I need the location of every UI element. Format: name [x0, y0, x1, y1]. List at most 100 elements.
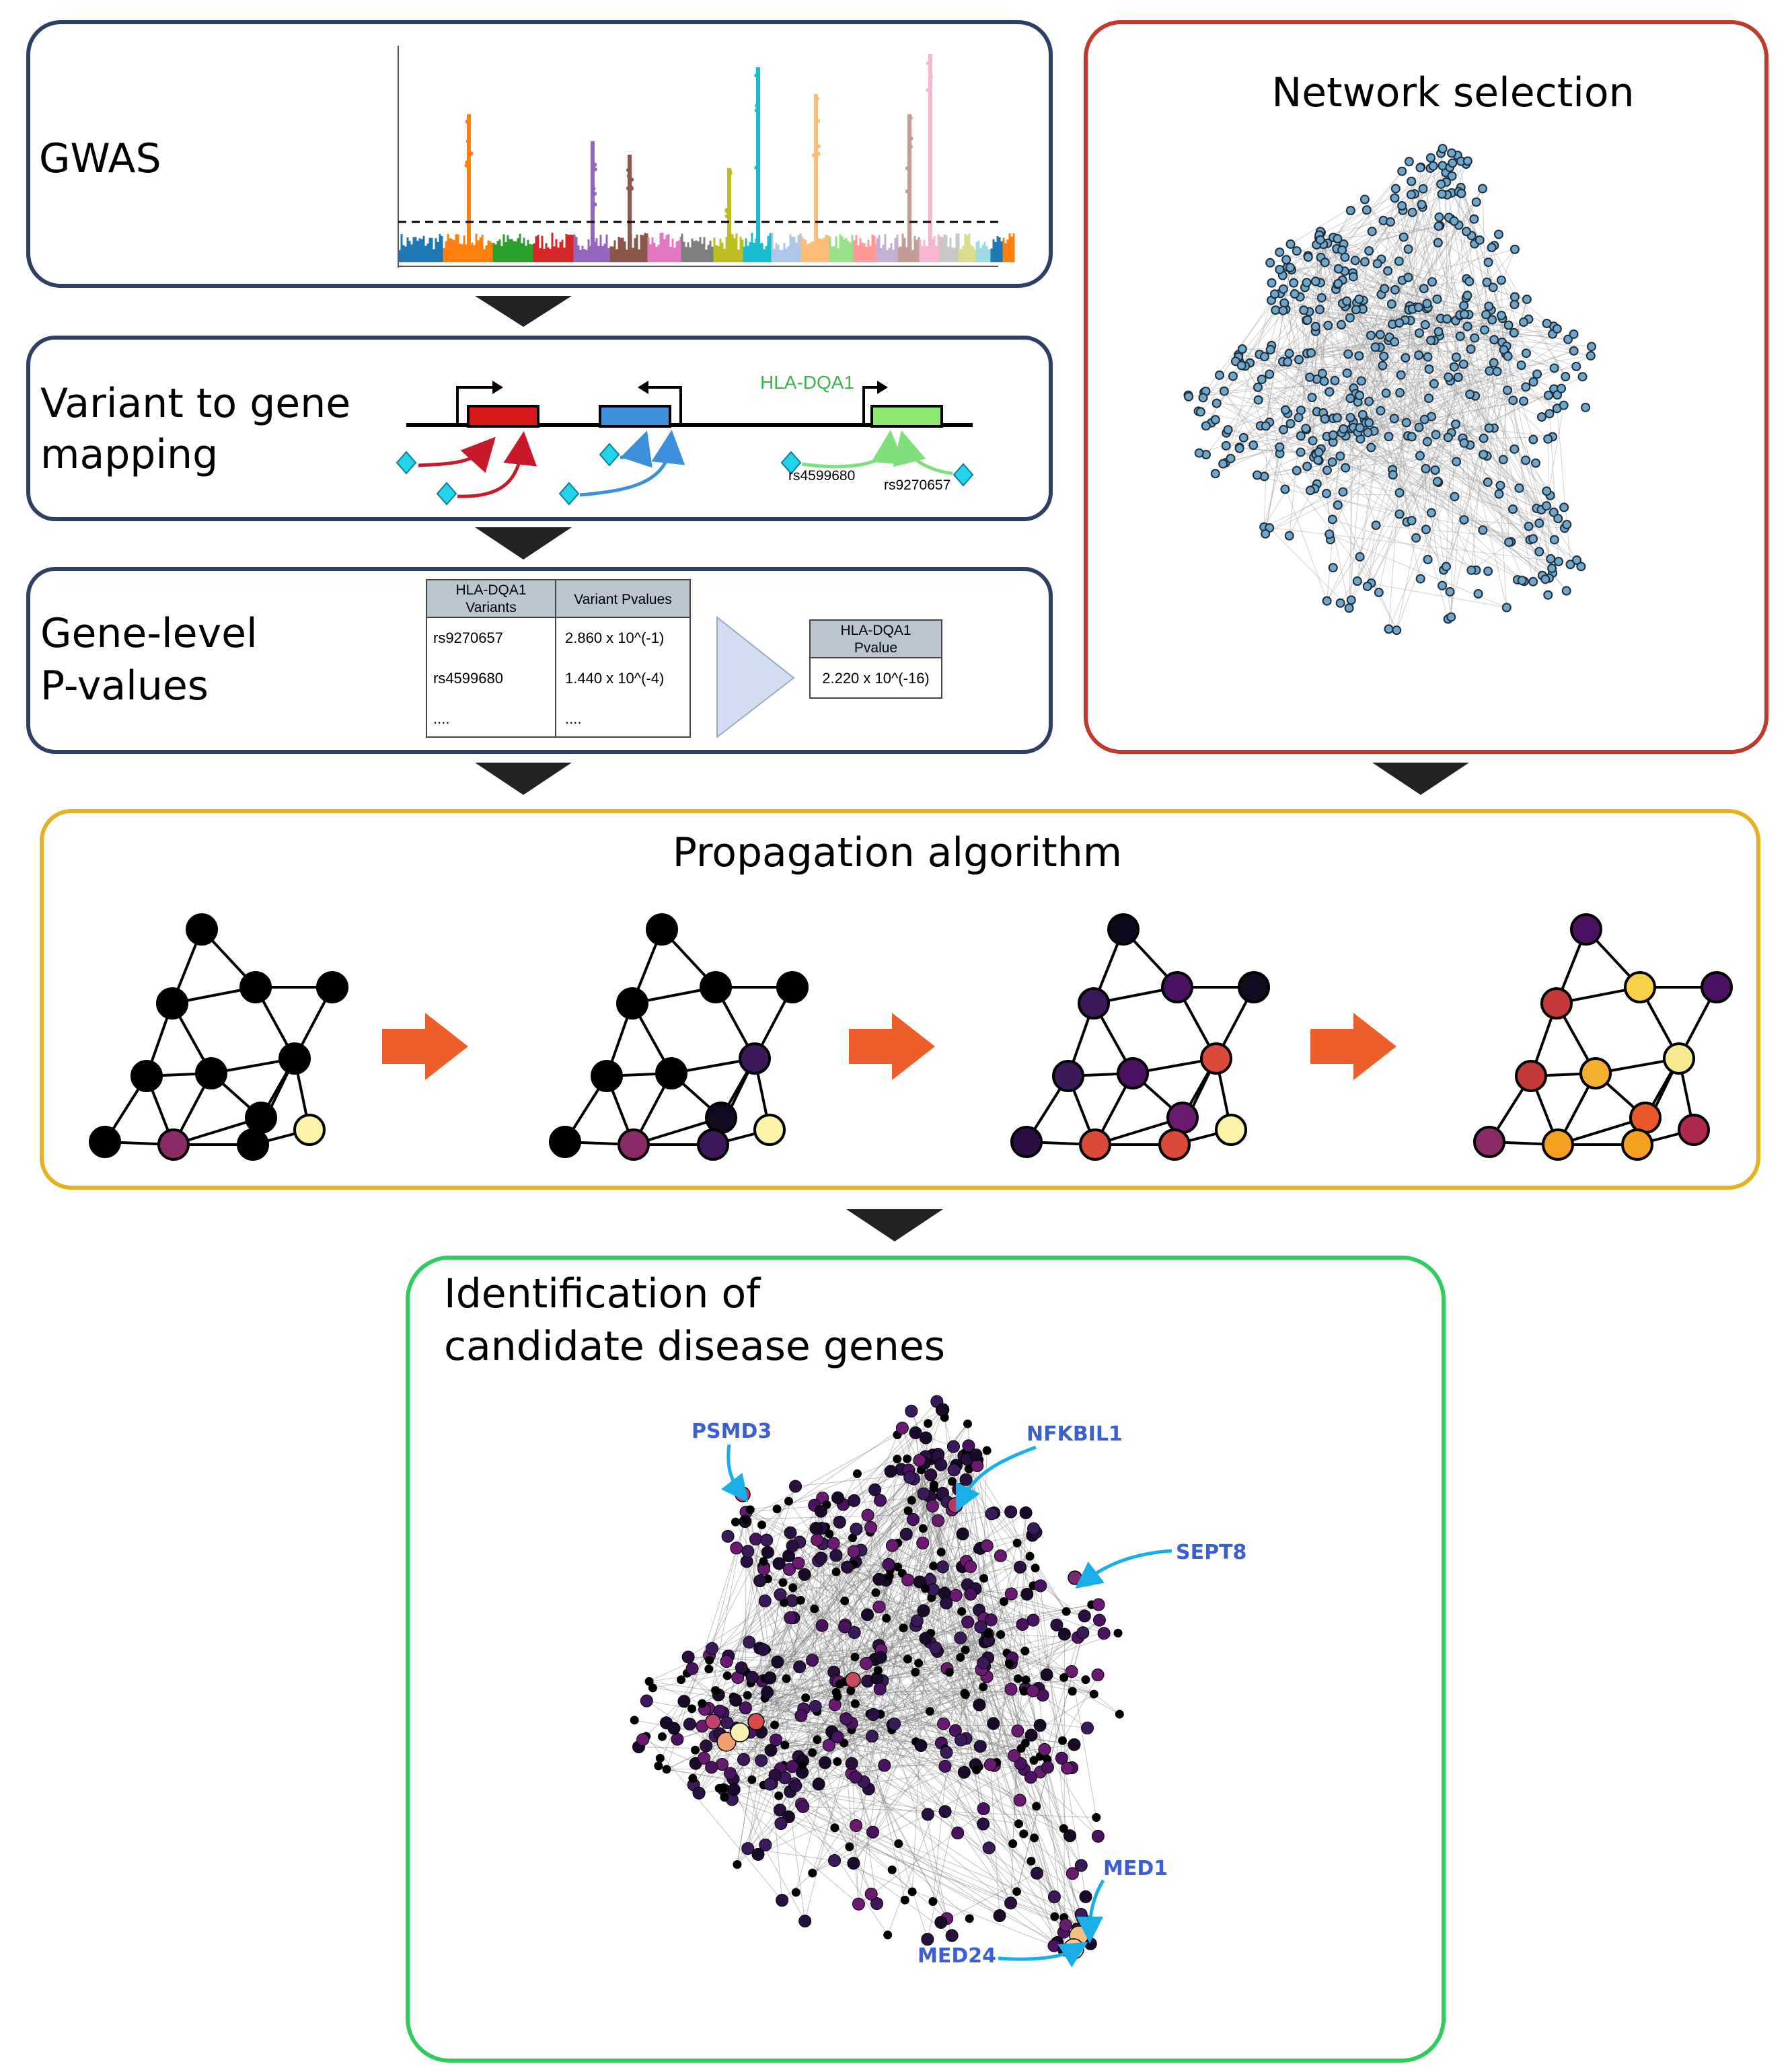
- network-node: [1489, 335, 1499, 345]
- scored-network-node: [1008, 1839, 1018, 1849]
- scored-network-edge: [935, 1465, 957, 1648]
- scored-network-edge: [944, 1593, 984, 1825]
- propagation-node: [1624, 971, 1656, 1003]
- network-edge: [1425, 468, 1577, 561]
- scored-network-node: [921, 1933, 934, 1946]
- network-edge: [1264, 527, 1559, 562]
- network-edge: [1342, 280, 1464, 306]
- scored-network-node: [759, 1838, 772, 1851]
- scored-network-edge: [907, 1459, 1018, 1732]
- scored-network-node: [964, 1560, 977, 1574]
- network-edge: [1403, 210, 1555, 327]
- network-node: [1310, 321, 1320, 332]
- scored-network-edge: [746, 1511, 1011, 1520]
- scored-network-edge: [776, 1459, 897, 1510]
- scored-network-node: [994, 1549, 1007, 1562]
- scored-network-node: [838, 1620, 852, 1634]
- scored-network-edge: [911, 1500, 992, 1620]
- network-edge: [1388, 167, 1421, 629]
- network-edge: [1259, 354, 1281, 454]
- gene-level-panel: Gene-level P-values HLA-DQA1 Variants Va…: [26, 567, 1053, 754]
- network-node: [1424, 393, 1434, 404]
- scored-network-edge: [662, 1486, 796, 1737]
- scored-network-node: [840, 1596, 850, 1605]
- scored-network-edge: [892, 1545, 1023, 1625]
- network-edge: [1309, 219, 1474, 312]
- scored-network-edge: [784, 1633, 989, 1779]
- scored-network-node: [983, 1629, 993, 1638]
- scored-network-node: [914, 1739, 928, 1753]
- mapping-panel: Variant to gene mapping HLA-DQA1: [26, 336, 1053, 521]
- network-node: [1509, 244, 1520, 254]
- scored-network-node: [773, 1803, 786, 1816]
- scored-network-edge: [737, 1677, 1070, 1837]
- gene-psmd3: PSMD3: [692, 1420, 772, 1443]
- network-node: [1543, 434, 1553, 444]
- network-node: [1479, 449, 1489, 459]
- scored-network-node: [917, 1604, 930, 1617]
- network-node: [1265, 345, 1275, 355]
- network-node: [1534, 518, 1544, 528]
- scored-network-node: [1008, 1749, 1021, 1762]
- network-node: [1502, 385, 1512, 395]
- scored-network-node: [882, 1613, 891, 1623]
- network-edge: [1215, 401, 1370, 474]
- network-edge: [1269, 393, 1356, 423]
- scored-network-node: [918, 1524, 928, 1533]
- scored-network-edge: [887, 1740, 961, 1935]
- scored-network-node: [954, 1632, 967, 1645]
- network-node: [1496, 275, 1506, 285]
- scored-network-node: [1066, 1867, 1079, 1880]
- network-edge: [1244, 366, 1333, 520]
- scored-network-node: [1050, 1618, 1063, 1632]
- scored-network-node: [772, 1557, 786, 1570]
- network-node: [1436, 179, 1446, 189]
- scored-network-edge: [836, 1531, 1037, 1572]
- scored-network-node: [774, 1791, 784, 1800]
- scored-network-edge: [965, 1545, 987, 1695]
- scored-network-node: [757, 1520, 767, 1529]
- network-title: Network selection: [1271, 69, 1634, 116]
- propagation-title: Propagation algorithm: [673, 829, 1122, 876]
- network-node: [1581, 402, 1591, 412]
- scored-network-node: [796, 1800, 810, 1813]
- gene-green: [870, 405, 943, 428]
- network-panel: Network selection: [1084, 20, 1768, 754]
- network-edge: [1346, 301, 1511, 543]
- network-edge: [1498, 390, 1508, 494]
- network-node: [1257, 375, 1267, 385]
- scored-network-edge: [723, 1789, 859, 1905]
- network-node: [1281, 255, 1292, 265]
- scored-network-edge: [925, 1588, 1065, 1918]
- network-node: [1434, 212, 1444, 222]
- network-node: [1219, 386, 1229, 396]
- scored-network-node: [882, 1558, 895, 1571]
- scored-network-node: [761, 1685, 774, 1699]
- scored-network-edge: [764, 1678, 956, 1731]
- network-node: [1364, 418, 1374, 428]
- network-node: [1484, 423, 1494, 433]
- propagation-node: [1078, 987, 1110, 1020]
- network-node: [1355, 423, 1365, 433]
- scored-network-edge: [790, 1532, 855, 1633]
- scored-network-node: [798, 1568, 811, 1581]
- network-node: [1371, 521, 1381, 531]
- network-edge: [1415, 245, 1495, 538]
- network-node: [1252, 470, 1262, 480]
- scored-network-edge: [780, 1594, 807, 1698]
- scored-network-edge: [709, 1632, 855, 1656]
- tss-arrow-green: [862, 386, 877, 425]
- manhattan-point: [465, 163, 470, 168]
- network-node: [1236, 360, 1246, 371]
- network-node: [1458, 359, 1468, 369]
- scored-network-edge: [930, 1580, 946, 1767]
- scored-network-node: [864, 1887, 878, 1901]
- network-node: [1323, 320, 1333, 330]
- propagation-node: [1052, 1060, 1084, 1092]
- network-node: [1333, 500, 1343, 510]
- network-edge: [1238, 349, 1504, 358]
- network-node: [1333, 233, 1343, 243]
- scored-network-node: [808, 1868, 817, 1878]
- scored-network-node: [906, 1512, 920, 1526]
- network-edge: [1224, 391, 1285, 490]
